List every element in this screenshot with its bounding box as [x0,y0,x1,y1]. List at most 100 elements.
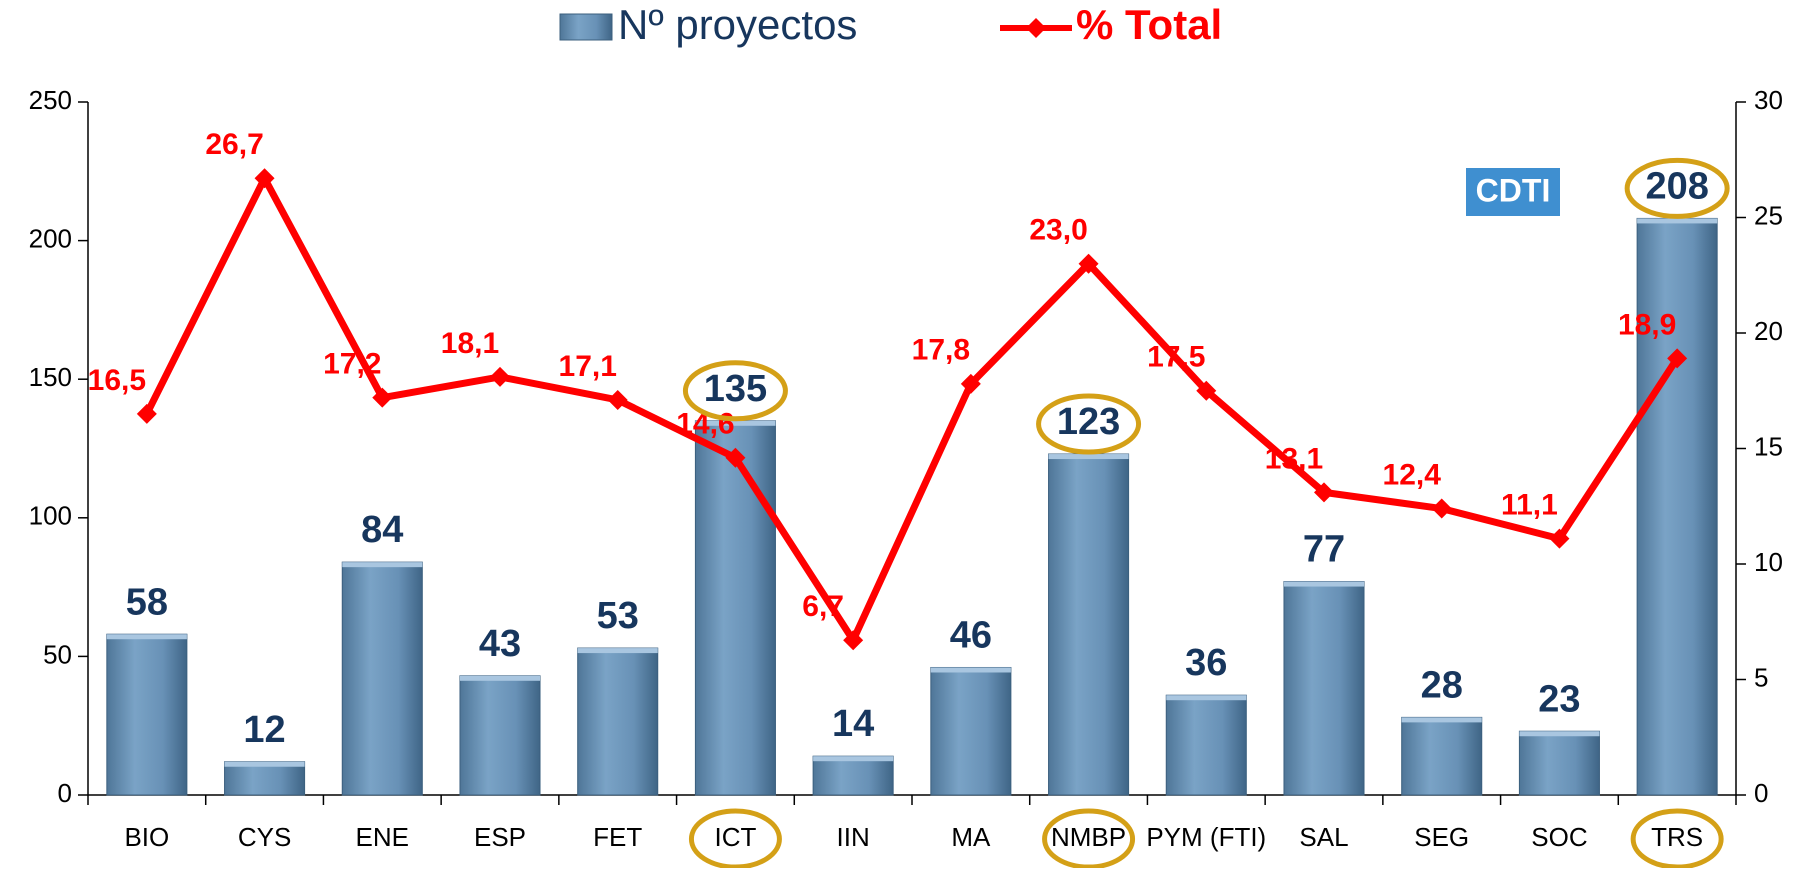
highlight-value [1624,157,1730,219]
highlight-category [688,808,782,870]
line-marker [490,366,510,387]
highlight-value [682,360,788,422]
line-marker [960,373,981,394]
line-marker [843,630,864,651]
x-tick-label: NMBP [1051,822,1126,852]
line-marker [725,447,746,468]
x-tick-label: MA [951,822,991,852]
bar [106,633,188,796]
x-tick-label: TRS [1651,822,1703,852]
bar-value-label: 77 [1303,529,1345,571]
x-tick-label: BIO [124,822,169,852]
x-tick-label: ESP [474,822,526,852]
bar-value-label: 46 [950,615,992,657]
bar-value-label: 123 [1057,401,1120,443]
y2-tick-label: 25 [1754,200,1783,230]
y2-tick-label: 5 [1754,662,1768,692]
y2-tick-label: 20 [1754,316,1783,346]
bar-top [1166,695,1247,701]
highlight-value [1036,393,1142,455]
logo-box [1466,168,1560,216]
line-marker [1431,498,1452,519]
bar-top [459,675,541,681]
bar-top [342,562,423,568]
line-value-label: 23,0 [1029,214,1087,247]
line-marker [254,168,275,189]
x-tick-label: ENE [356,822,409,852]
bar [341,561,423,796]
bar [1636,217,1718,796]
line-value-label: 18,9 [1618,308,1676,341]
line-value-label: 6,7 [802,590,844,623]
highlight-category [1042,808,1136,870]
line-value-label: 17,8 [912,334,970,367]
bar-top [1401,717,1482,723]
y-tick-label: 100 [29,501,72,531]
bar-top [1637,218,1718,224]
y-tick-label: 150 [29,362,72,392]
legend-marker [1026,18,1046,38]
line-marker [1549,528,1570,549]
bar [1048,453,1130,796]
bar-value-label: 12 [243,709,285,751]
bar-value-label: 135 [704,368,767,410]
line-value-label: 17,1 [559,350,617,383]
line [143,174,1681,644]
line-value-label: 11,1 [1501,489,1558,522]
legend-swatch [559,13,613,41]
x-tick-label: CYS [238,822,291,852]
bar-value-label: 28 [1421,664,1463,706]
line-value-label: 18,1 [441,327,499,360]
y-tick-label: 0 [58,778,72,808]
y2-tick-label: 10 [1754,547,1783,577]
bar [812,755,894,796]
bar-top [1283,581,1365,587]
bar-value-label: 14 [832,703,874,745]
y-tick-label: 200 [29,223,72,253]
line-value-label: 12,4 [1383,458,1442,491]
x-tick-label: ICT [714,822,756,852]
line-value-label: 26,7 [205,128,263,161]
bar-value-label: 208 [1645,165,1708,207]
line-value-label: 16,5 [88,364,146,397]
line-marker [372,387,393,408]
bar-top [813,756,894,762]
y2-tick-label: 0 [1754,778,1768,808]
x-tick-label: FET [593,822,642,852]
bar-value-label: 84 [361,509,403,551]
logo-text: CDTI [1476,172,1551,208]
logo: CDTI [1466,168,1560,216]
bar-top [1519,731,1600,737]
bar-value-label: 58 [126,581,168,623]
x-tick-label: SOC [1531,822,1587,852]
bar [577,647,659,796]
legend-label: % Total [1076,1,1222,48]
y-tick-label: 250 [29,85,72,115]
y2-tick-label: 15 [1754,431,1783,461]
line-value-label: 17,2 [323,348,381,381]
line-marker [1314,482,1334,503]
line-value-label: 13,1 [1265,442,1323,475]
highlight-category [1630,808,1724,870]
bar-value-label: 53 [597,595,639,637]
y2-tick-label: 30 [1754,85,1783,115]
bar-value-label: 36 [1185,642,1227,684]
y-tick-label: 50 [43,639,72,669]
line-marker [136,403,157,424]
bar [930,666,1012,796]
x-tick-label: PYM (FTI) [1146,822,1266,852]
legend-label: Nº proyectos [618,1,857,48]
line-marker [1196,380,1217,401]
bar-top [577,648,658,654]
bar [1401,716,1483,796]
x-tick-label: SAL [1299,822,1348,852]
bar-top [1048,454,1129,460]
bar-value-label: 23 [1538,678,1580,720]
bar-top [224,761,305,767]
line-marker [1078,253,1099,274]
bar-top [695,420,776,426]
bar-top [930,667,1011,673]
bar [1283,581,1365,796]
legend: Nº proyectos % Total [559,1,1222,48]
